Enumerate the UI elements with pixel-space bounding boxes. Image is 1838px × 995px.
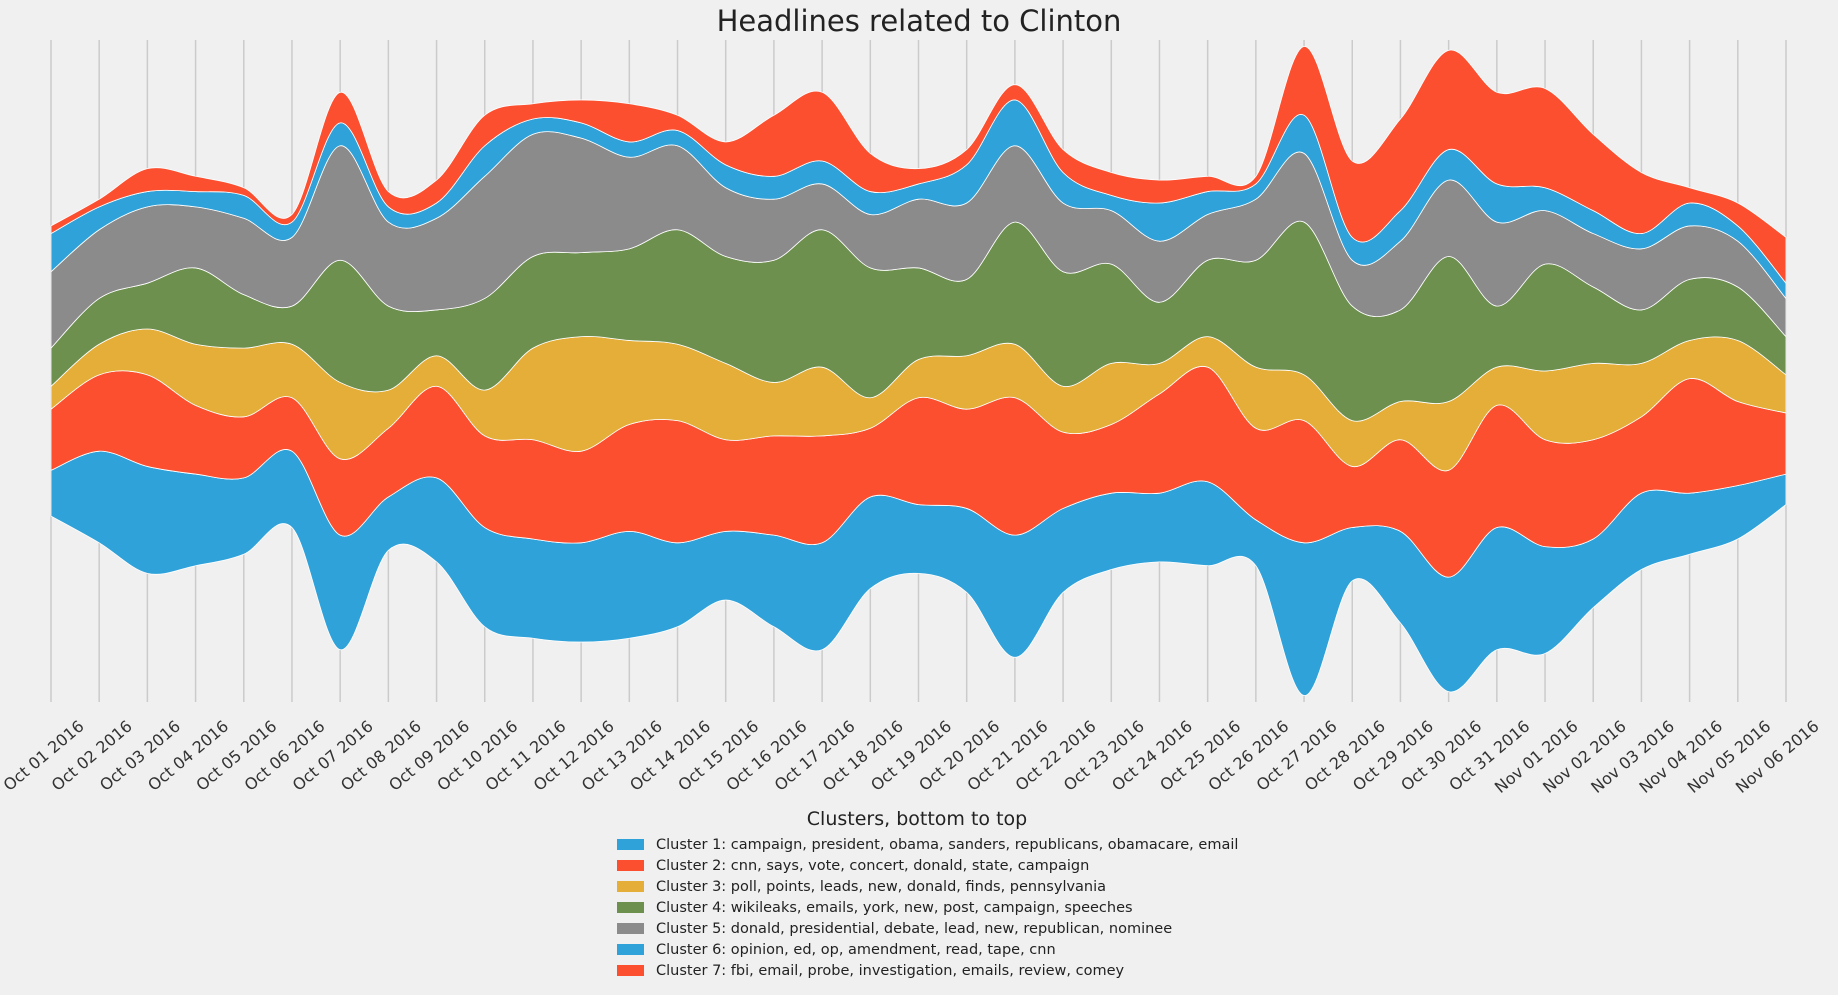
legend-item-cluster-7: Cluster 7: fbi, email, probe, investigat… [617,960,1217,981]
x-tick-label: Nov 06 2016 [1732,717,1823,797]
x-tick-label: Nov 01 2016 [1491,717,1582,797]
legend-label: Cluster 3: poll, points, leads, new, don… [656,878,1107,895]
legend-item-cluster-5: Cluster 5: donald, presidential, debate,… [617,918,1217,939]
x-tick-label: Oct 01 2016 [0,717,88,795]
legend-item-cluster-1: Cluster 1: campaign, president, obama, s… [617,834,1238,855]
legend-item-cluster-2: Cluster 2: cnn, says, vote, concert, don… [617,855,1217,876]
legend-swatch [617,860,644,871]
legend-swatch [617,923,644,934]
x-tick-label: Nov 02 2016 [1539,717,1630,797]
legend-label: Cluster 6: opinion, ed, op, amendment, r… [656,941,1056,958]
legend-title: Clusters, bottom to top [806,808,1028,830]
legend-swatch [617,881,644,892]
legend-label: Cluster 4: wikileaks, emails, york, new,… [656,899,1133,916]
legend-swatch [617,965,644,976]
legend-label: Cluster 5: donald, presidential, debate,… [656,920,1173,937]
chart-title: Headlines related to Clinton [717,4,1122,38]
legend-item-cluster-4: Cluster 4: wikileaks, emails, york, new,… [617,897,1217,918]
stream-area-cluster-7 [50,46,1787,285]
legend-swatch [617,902,644,913]
legend: Clusters, bottom to top Cluster 1: campa… [617,808,1238,981]
legend-swatch [617,839,644,850]
x-tick-label: Nov 03 2016 [1587,717,1678,797]
legend-label: Cluster 2: cnn, says, vote, concert, don… [656,857,1090,874]
stream-areas [50,46,1787,696]
legend-swatch [617,944,644,955]
x-tick-label: Nov 04 2016 [1635,717,1726,797]
legend-item-cluster-6: Cluster 6: opinion, ed, op, amendment, r… [617,939,1217,960]
legend-item-cluster-3: Cluster 3: poll, points, leads, new, don… [617,876,1217,897]
legend-items: Cluster 1: campaign, president, obama, s… [617,834,1238,981]
legend-label: Cluster 1: campaign, president, obama, s… [656,836,1239,853]
x-tick-label: Nov 05 2016 [1684,717,1775,797]
legend-label: Cluster 7: fbi, email, probe, investigat… [656,962,1125,979]
